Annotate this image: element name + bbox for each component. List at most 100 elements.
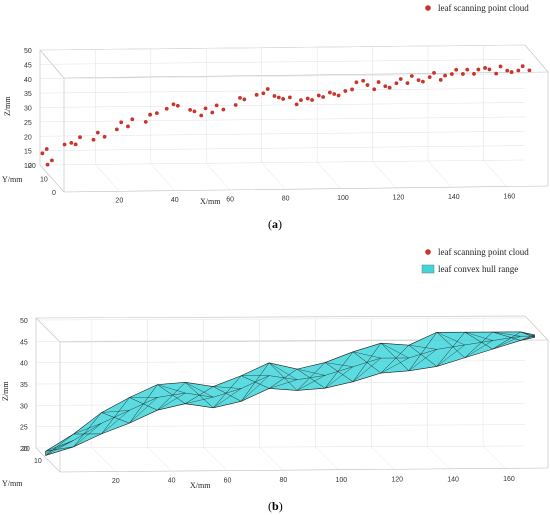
hull-edge bbox=[352, 357, 381, 367]
data-point bbox=[114, 127, 119, 132]
hull-edge bbox=[520, 335, 535, 341]
grid-line bbox=[371, 446, 396, 471]
data-point bbox=[203, 106, 208, 111]
data-point bbox=[376, 80, 381, 84]
data-point bbox=[350, 87, 354, 92]
panel-b-convex-hull bbox=[45, 331, 535, 456]
y-tick-label: 10 bbox=[34, 458, 42, 465]
hull-edge bbox=[101, 410, 130, 435]
data-point bbox=[192, 109, 197, 114]
hull-edge bbox=[324, 351, 354, 389]
grid-line bbox=[35, 445, 526, 449]
grid-line bbox=[427, 446, 452, 471]
hull-edge bbox=[241, 375, 270, 389]
y-tick-label: 10 bbox=[40, 177, 48, 184]
data-point bbox=[265, 87, 270, 91]
x-tick-label: 20 bbox=[115, 197, 123, 204]
hull-edge bbox=[408, 349, 437, 359]
hull-edge bbox=[157, 382, 186, 411]
data-point bbox=[416, 78, 421, 83]
hull-edge bbox=[492, 331, 521, 341]
hull-edge bbox=[436, 344, 465, 350]
data-point bbox=[310, 98, 314, 102]
data-point bbox=[465, 67, 470, 72]
z-tick-label: 25 bbox=[24, 120, 32, 127]
data-point bbox=[483, 66, 487, 70]
x-tick-label: 100 bbox=[337, 195, 349, 202]
z-tick-label: 35 bbox=[24, 91, 32, 98]
hull-edge bbox=[269, 368, 298, 389]
data-point bbox=[261, 91, 266, 96]
data-point bbox=[516, 68, 521, 73]
grid-line bbox=[483, 160, 508, 188]
hull-edge bbox=[296, 362, 326, 391]
grid-line bbox=[39, 145, 526, 151]
data-point bbox=[154, 111, 159, 116]
data-point bbox=[432, 70, 436, 75]
hull-edge bbox=[464, 331, 493, 358]
y-tick-label: 20 bbox=[22, 446, 30, 453]
hull-edge bbox=[213, 375, 242, 408]
z-tick-label: 50 bbox=[24, 48, 32, 55]
panel-b-ylabel: Y/mm bbox=[2, 479, 23, 488]
grid-line bbox=[259, 446, 284, 472]
hull-edge bbox=[324, 362, 354, 382]
x-tick-label: 40 bbox=[168, 478, 176, 485]
panel-a-ticks: 20 40 60 80 100 120 140 16010152025303540455001… bbox=[24, 48, 515, 204]
hull-edge bbox=[185, 392, 214, 398]
hull-edge bbox=[297, 368, 326, 376]
hull-edge bbox=[436, 344, 465, 367]
data-point bbox=[233, 103, 238, 107]
hull-edge bbox=[269, 379, 298, 389]
data-point bbox=[409, 74, 414, 78]
data-point bbox=[175, 103, 180, 108]
data-point bbox=[281, 97, 286, 101]
hull-edge bbox=[45, 440, 74, 452]
data-point bbox=[95, 130, 100, 135]
grid-line bbox=[206, 163, 231, 191]
grid-line bbox=[39, 102, 526, 108]
hull-edge bbox=[297, 375, 326, 380]
data-point bbox=[527, 68, 532, 73]
panel-a-box bbox=[39, 44, 549, 193]
x-tick-label: 40 bbox=[171, 197, 179, 204]
data-point bbox=[294, 102, 299, 107]
grid-line bbox=[35, 403, 526, 406]
data-point bbox=[44, 147, 49, 151]
hull-edge bbox=[157, 384, 186, 394]
data-point bbox=[45, 162, 50, 167]
panel-a: 20 40 60 80 100 120 140 16010152025303540455001… bbox=[2, 3, 549, 231]
hull-edge bbox=[101, 410, 130, 424]
hull-edge bbox=[352, 357, 382, 382]
grid-line bbox=[427, 160, 453, 189]
z-tick-label: 40 bbox=[20, 361, 28, 368]
hull-edge bbox=[492, 331, 521, 350]
panel-a-legend: leaf scanning point cloud bbox=[425, 3, 529, 13]
hull-edge bbox=[213, 386, 242, 389]
hull-edge bbox=[492, 336, 521, 350]
hull-edge bbox=[213, 388, 242, 408]
data-point bbox=[62, 142, 67, 147]
x-tick-label: 100 bbox=[335, 477, 347, 484]
grid-line bbox=[95, 164, 120, 192]
panel-b-zlabel: Z/mm bbox=[1, 381, 10, 401]
hull-edge bbox=[157, 392, 186, 411]
z-tick-label: 35 bbox=[20, 382, 28, 389]
data-point bbox=[69, 140, 74, 145]
x-tick-label: 60 bbox=[224, 477, 232, 484]
hull-edge bbox=[45, 440, 74, 456]
grid-line bbox=[39, 116, 526, 123]
hull-edge bbox=[492, 331, 521, 337]
panel-a-legend-label: leaf scanning point cloud bbox=[438, 3, 529, 13]
x-tick-label: 120 bbox=[393, 195, 405, 202]
hull-edge bbox=[436, 332, 465, 346]
hull-edge bbox=[45, 446, 74, 452]
hull-edge bbox=[408, 345, 437, 350]
grid-line bbox=[39, 44, 526, 51]
hull-edge bbox=[45, 433, 74, 456]
data-point bbox=[143, 119, 148, 124]
data-point bbox=[102, 134, 107, 139]
